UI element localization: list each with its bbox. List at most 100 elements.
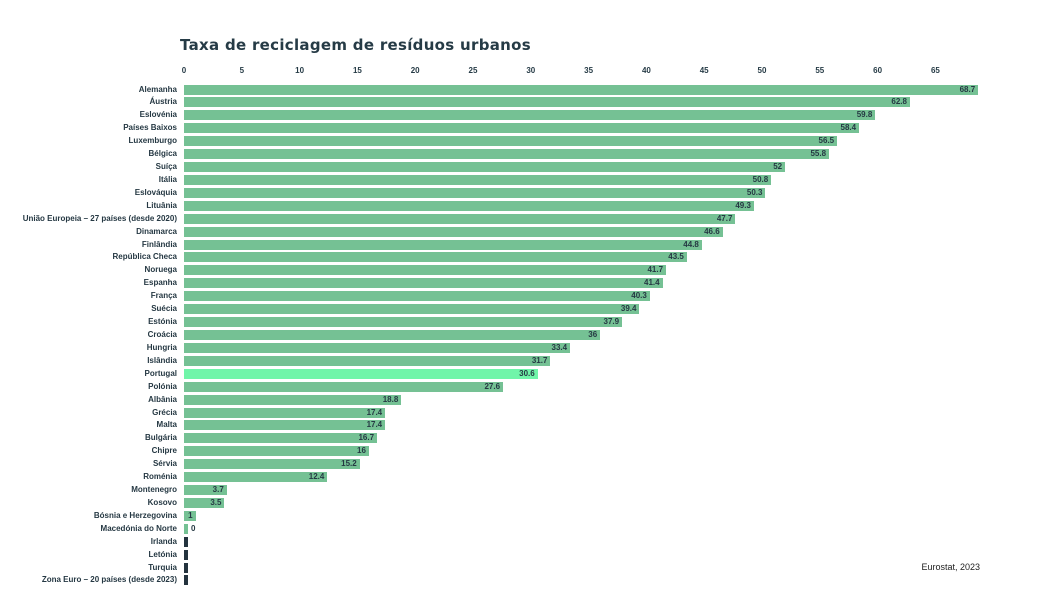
country-label: Países Baixos xyxy=(123,123,177,133)
bar-row: Sérvia 15.2 xyxy=(0,459,1060,470)
value-label: 15.2 xyxy=(341,459,357,469)
country-label: República Checa xyxy=(112,252,177,262)
value-label: 46.6 xyxy=(704,226,720,236)
bar: 41.7 xyxy=(184,265,667,276)
value-label: 3.7 xyxy=(212,485,224,495)
value-label: 16.7 xyxy=(358,433,375,443)
value-label: 17.4 xyxy=(366,407,383,417)
country-label: Polónia xyxy=(148,381,177,391)
bar: 37.9 xyxy=(184,317,623,328)
country-label: Kosovo xyxy=(147,497,177,507)
bar-row: República Checa 43.5 xyxy=(0,252,1060,263)
bar-row: Chipre 16 xyxy=(0,446,1060,457)
bar-row: Bélgica 55.8 xyxy=(0,149,1060,160)
value-label: 52 xyxy=(773,162,783,172)
bar: 17.4 xyxy=(184,420,386,431)
bar-row: Grécia 17.4 xyxy=(0,407,1060,418)
country-label: Portugal xyxy=(144,368,177,378)
country-label: Irlanda xyxy=(150,536,177,546)
country-label: França xyxy=(150,291,177,301)
bar: 50.8 xyxy=(184,174,772,185)
x-axis-tick: 65 xyxy=(930,66,940,75)
no-data-mark xyxy=(184,562,188,573)
value-label: 33.4 xyxy=(551,342,568,352)
value-label: 41.7 xyxy=(647,265,664,275)
bar: 40.3 xyxy=(184,291,650,302)
country-label: Grécia xyxy=(152,407,177,417)
country-label: Finlândia xyxy=(141,239,177,249)
country-label: União Europeia – 27 países (desde 2020) xyxy=(22,213,177,223)
value-label: 16 xyxy=(357,446,366,456)
bar: 39.4 xyxy=(184,304,640,315)
bar: 47.7 xyxy=(184,213,736,224)
x-axis-tick: 10 xyxy=(295,66,305,75)
bar-row: Albânia 18.8 xyxy=(0,394,1060,405)
bar: 3.7 xyxy=(184,485,227,496)
value-label: 40.3 xyxy=(631,291,647,301)
x-axis-tick: 40 xyxy=(641,66,651,75)
country-label: Suíça xyxy=(155,162,177,172)
bar-row: Roménia 12.4 xyxy=(0,472,1060,483)
country-label: Hungria xyxy=(146,342,177,352)
value-label: 0 xyxy=(191,523,196,533)
value-label: 17.4 xyxy=(366,420,383,430)
bar: 68.7 xyxy=(184,84,979,95)
bar: 18.8 xyxy=(184,394,402,405)
bar: 58.4 xyxy=(184,123,860,134)
bar: 33.4 xyxy=(184,342,571,353)
bar-row: Letónia xyxy=(0,549,1060,560)
value-label: 36 xyxy=(588,329,598,339)
bar: 59.8 xyxy=(184,110,876,121)
bar-row: Montenegro 3.7 xyxy=(0,485,1060,496)
bar xyxy=(184,523,188,534)
value-label: 58.4 xyxy=(840,123,857,133)
country-label: Albânia xyxy=(148,394,177,404)
value-label: 18.8 xyxy=(382,394,399,404)
x-axis-tick: 15 xyxy=(352,66,362,75)
x-axis-tick: 20 xyxy=(410,66,420,75)
bar-row: Bósnia e Herzegovina 1 xyxy=(0,510,1060,521)
value-label: 44.8 xyxy=(683,239,699,249)
country-label: Bulgária xyxy=(144,433,177,443)
value-label: 68.7 xyxy=(959,84,976,94)
bar-row: Luxemburgo 56.5 xyxy=(0,136,1060,147)
country-label: Alemanha xyxy=(138,84,177,94)
value-label: 39.4 xyxy=(620,304,637,314)
value-label: 43.5 xyxy=(668,252,684,262)
bar: 16.7 xyxy=(184,433,378,444)
bar-row: Dinamarca 46.6 xyxy=(0,226,1060,237)
value-label: 59.8 xyxy=(856,110,873,120)
bar: 50.3 xyxy=(184,187,766,198)
bar-row: Noruega 41.7 xyxy=(0,265,1060,276)
bar: 3.5 xyxy=(184,497,225,508)
bar: 36 xyxy=(184,329,601,340)
value-label: 41.4 xyxy=(644,278,660,288)
bar-row: Zona Euro – 20 países (desde 2023) xyxy=(0,575,1060,586)
country-label: Espanha xyxy=(143,278,177,288)
source-label: Eurostat, 2023 xyxy=(921,562,980,572)
country-label: Eslovénia xyxy=(139,110,177,120)
x-axis-tick: 25 xyxy=(468,66,478,75)
no-data-mark xyxy=(184,575,188,586)
bar-row: Itália 50.8 xyxy=(0,174,1060,185)
x-axis-tick: 55 xyxy=(815,66,825,75)
bar: 49.3 xyxy=(184,200,754,211)
bar-row: Suíça 52 xyxy=(0,162,1060,173)
country-label: Zona Euro – 20 países (desde 2023) xyxy=(41,575,177,585)
bar: 15.2 xyxy=(184,459,360,470)
bar-row: Macedónia do Norte 0 xyxy=(0,523,1060,534)
bar-row: Turquia xyxy=(0,562,1060,573)
bar: 44.8 xyxy=(184,239,702,250)
country-label: Macedónia do Norte xyxy=(100,523,177,533)
country-label: Turquia xyxy=(148,562,177,572)
value-label: 1 xyxy=(188,510,193,520)
country-label: Malta xyxy=(156,420,177,430)
no-data-mark xyxy=(184,549,188,560)
bar: 27.6 xyxy=(184,381,504,392)
country-label: Roménia xyxy=(143,472,177,482)
bar-row: Alemanha 68.7 xyxy=(0,84,1060,95)
bar-row: Espanha 41.4 xyxy=(0,278,1060,289)
value-label: 12.4 xyxy=(308,472,325,482)
bar-row: Suécia 39.4 xyxy=(0,304,1060,315)
